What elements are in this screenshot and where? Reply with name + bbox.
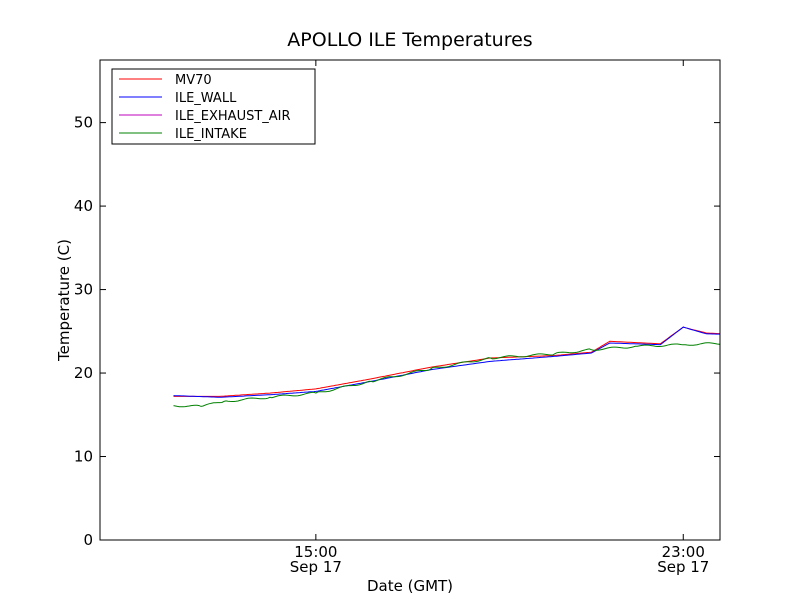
y-axis: 0 10 20 30 40 50 bbox=[74, 114, 720, 549]
y-tick-label: 0 bbox=[83, 531, 93, 549]
legend-label: ILE_INTAKE bbox=[175, 127, 247, 142]
chart-title: APOLLO ILE Temperatures bbox=[287, 29, 532, 51]
legend: MV70 ILE_WALL ILE_EXHAUST_AIR ILE_INTAKE bbox=[111, 68, 316, 145]
x-tick-label-time: 23:00 bbox=[662, 543, 705, 561]
legend-label: ILE_WALL bbox=[175, 91, 237, 106]
y-tick-label: 50 bbox=[74, 114, 93, 132]
x-tick-label-date: Sep 17 bbox=[290, 558, 342, 576]
legend-label: MV70 bbox=[175, 73, 212, 88]
plot-area bbox=[173, 326, 720, 408]
x-axis-title: Date (GMT) bbox=[367, 577, 453, 595]
x-tick-label-time: 15:00 bbox=[294, 543, 337, 561]
y-tick-label: 20 bbox=[74, 364, 93, 382]
y-tick-label: 10 bbox=[74, 448, 93, 466]
y-tick-label: 40 bbox=[74, 197, 93, 215]
legend-box bbox=[111, 68, 316, 145]
y-axis-title: Temperature (C) bbox=[55, 239, 73, 362]
legend-label: ILE_EXHAUST_AIR bbox=[175, 109, 291, 124]
x-tick-label-date: Sep 17 bbox=[657, 558, 709, 576]
y-tick-label: 30 bbox=[74, 281, 93, 299]
series-line-ile-intake bbox=[173, 342, 720, 408]
plot-frame bbox=[99, 59, 721, 541]
series-line-mv70 bbox=[173, 326, 720, 397]
